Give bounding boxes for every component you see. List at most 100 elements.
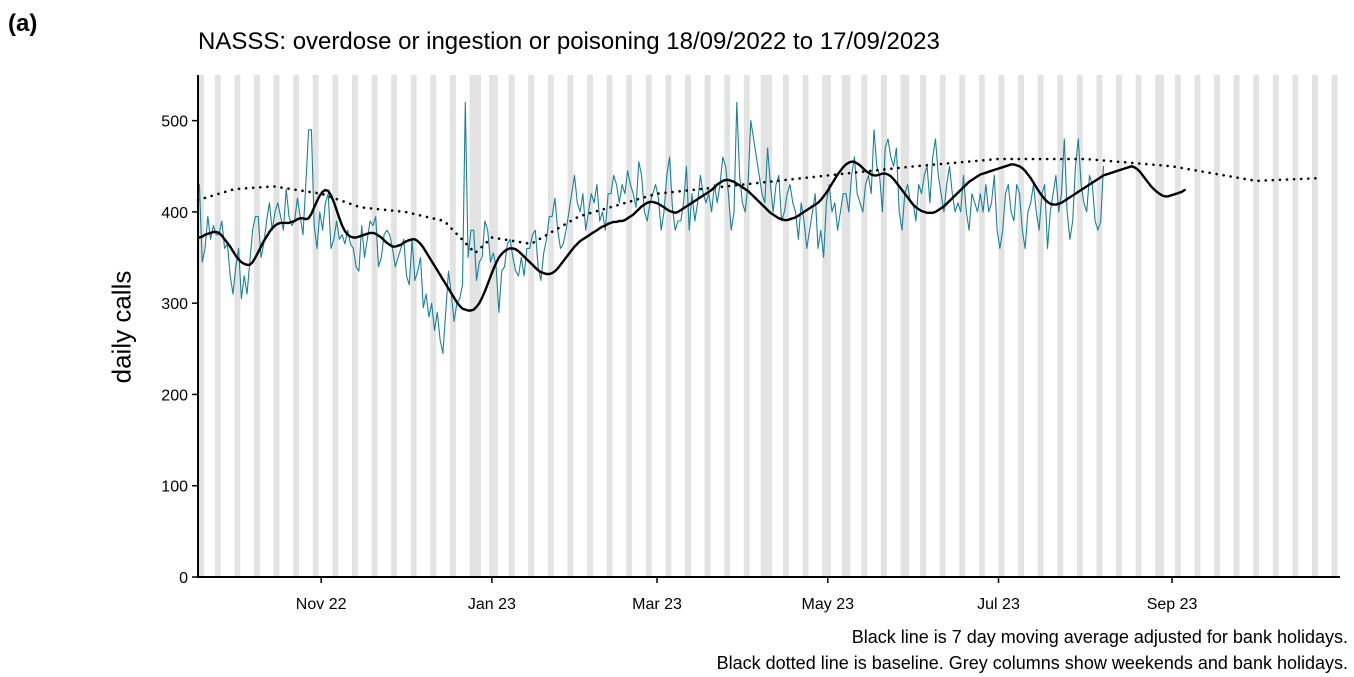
weekend-column: [1060, 75, 1063, 577]
weekend-column: [1161, 75, 1164, 577]
weekend-column: [528, 75, 531, 577]
y-tick-label: 300: [161, 296, 188, 313]
weekend-column: [1253, 75, 1256, 577]
weekend-column: [685, 75, 688, 577]
weekend-column: [959, 75, 962, 577]
weekend-column: [1175, 75, 1178, 577]
moving-average-line: [199, 162, 1184, 311]
weekend-column: [1234, 75, 1237, 577]
weekend-column: [372, 75, 375, 577]
weekend-column: [1214, 75, 1217, 577]
weekend-column: [668, 75, 671, 577]
weekend-column: [1021, 75, 1024, 577]
x-tick-label: Jan 23: [468, 596, 516, 613]
weekend-column: [567, 75, 570, 577]
x-tick-label: Mar 23: [632, 596, 682, 613]
x-tick-label: Nov 22: [296, 596, 347, 613]
weekend-column: [803, 75, 806, 577]
weekend-column: [1332, 75, 1335, 577]
weekend-column: [332, 75, 335, 577]
weekend-column: [979, 75, 982, 577]
weekend-column: [1315, 75, 1318, 577]
weekend-column: [1001, 75, 1004, 577]
weekend-column: [1256, 75, 1259, 577]
weekend-column: [1119, 75, 1122, 577]
weekend-column: [509, 75, 512, 577]
weekend-column: [414, 75, 417, 577]
weekend-column: [548, 75, 551, 577]
weekend-column: [313, 75, 316, 577]
weekend-column: [489, 75, 492, 577]
weekend-column: [1217, 75, 1220, 577]
weekend-column: [450, 75, 453, 577]
weekend-column: [707, 75, 710, 577]
weekend-column: [786, 75, 789, 577]
weekend-column: [943, 75, 946, 577]
weekend-column: [475, 75, 478, 577]
weekend-column: [531, 75, 534, 577]
weekend-column: [335, 75, 338, 577]
weekend-column: [355, 75, 358, 577]
weekend-column: [845, 75, 848, 577]
weekend-column: [649, 75, 652, 577]
weekend-column: [1194, 75, 1197, 577]
weekend-column: [626, 75, 629, 577]
weekend-column: [923, 75, 926, 577]
weekend-column: [430, 75, 433, 577]
weekend-column: [847, 75, 850, 577]
weekend-column: [411, 75, 414, 577]
weekend-column: [587, 75, 590, 577]
y-tick-label: 500: [161, 114, 188, 131]
weekend-column: [828, 75, 831, 577]
weekend-column: [1295, 75, 1298, 577]
weekend-column: [783, 75, 786, 577]
weekend-column: [982, 75, 985, 577]
weekend-column: [495, 75, 498, 577]
weekend-column: [472, 75, 475, 577]
weekend-column: [234, 75, 237, 577]
weekend-column: [1273, 75, 1276, 577]
weekend-column: [999, 75, 1002, 577]
weekend-column: [590, 75, 593, 577]
weekend-column: [394, 75, 397, 577]
weekend-column: [391, 75, 394, 577]
weekend-column: [906, 75, 909, 577]
weekend-column: [1158, 75, 1161, 577]
weekend-column: [962, 75, 965, 577]
weekend-column: [881, 75, 884, 577]
weekend-column: [1276, 75, 1279, 577]
x-tick-label: Sep 23: [1147, 596, 1198, 613]
x-tick-label: Jul 23: [977, 596, 1020, 613]
weekend-column: [1197, 75, 1200, 577]
weekend-column: [705, 75, 708, 577]
weekend-column: [1312, 75, 1315, 577]
weekend-column: [842, 75, 845, 577]
weekend-column: [237, 75, 240, 577]
weekend-column: [352, 75, 355, 577]
weekend-column: [1292, 75, 1295, 577]
weekend-column: [1155, 75, 1158, 577]
weekend-column: [727, 75, 730, 577]
series-layer: [198, 102, 1320, 353]
weekend-column: [861, 75, 864, 577]
weekend-column: [570, 75, 573, 577]
weekend-column: [1178, 75, 1181, 577]
y-tick-label: 400: [161, 205, 188, 222]
weekend-column: [1096, 75, 1099, 577]
weekend-column: [296, 75, 299, 577]
weekend-column: [744, 75, 747, 577]
weekend-column: [724, 75, 727, 577]
weekend-column: [1038, 75, 1041, 577]
weekend-column: [257, 75, 260, 577]
weekend-column: [551, 75, 554, 577]
weekend-column: [1138, 75, 1141, 577]
weekend-column: [665, 75, 668, 577]
weekend-column: [940, 75, 943, 577]
weekend-column: [646, 75, 649, 577]
weekend-column: [1099, 75, 1102, 577]
weekend-column: [1334, 75, 1337, 577]
y-tick-label: 100: [161, 479, 188, 496]
weekend-column: [293, 75, 296, 577]
weekend-column: [511, 75, 514, 577]
